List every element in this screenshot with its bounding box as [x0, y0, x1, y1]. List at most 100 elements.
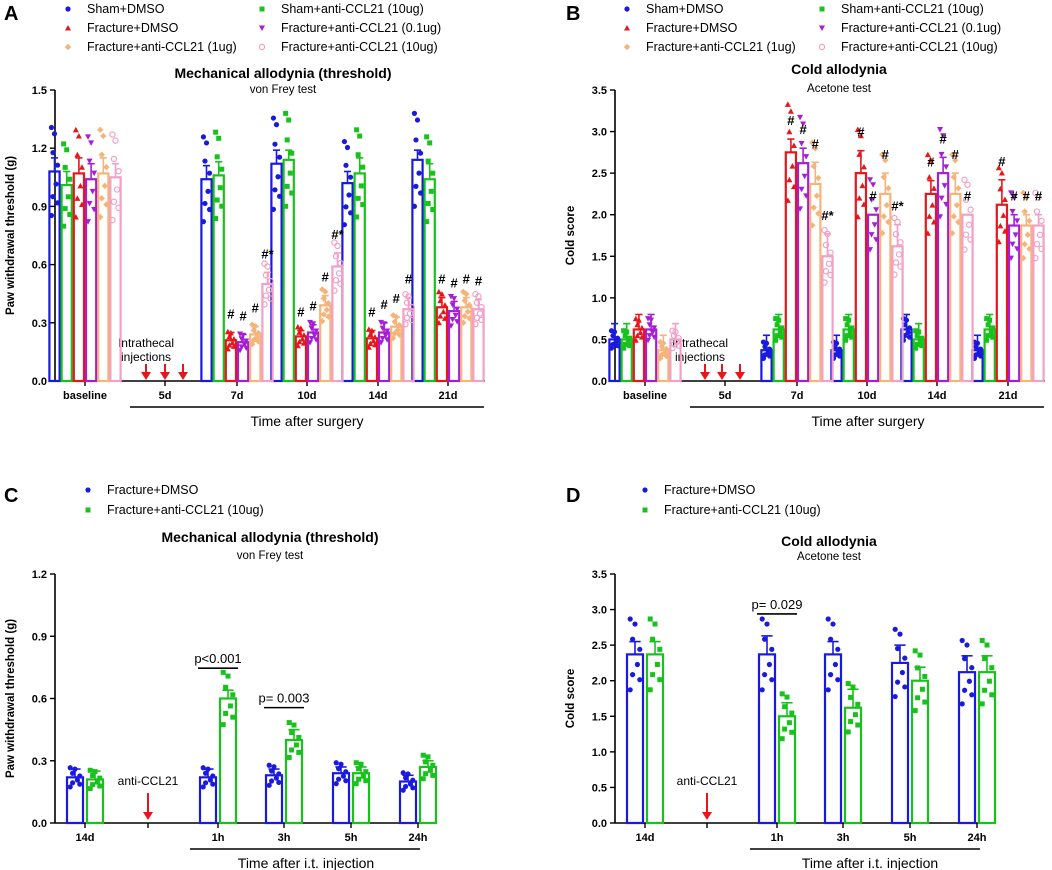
- data-point: [243, 338, 250, 345]
- data-point: [833, 340, 840, 346]
- data-point: [845, 729, 851, 735]
- data-point: [868, 232, 875, 238]
- data-point: [856, 195, 863, 201]
- data-point: [825, 687, 831, 693]
- data-point: [379, 325, 386, 332]
- data-point: [880, 213, 887, 220]
- data-point: [647, 687, 653, 693]
- panel-label: D: [566, 485, 580, 507]
- legend-marker: [259, 25, 265, 31]
- data-point: [205, 188, 211, 194]
- data-point: [784, 197, 791, 203]
- data-point: [825, 616, 831, 622]
- data-point: [964, 642, 970, 648]
- data-point: [892, 259, 900, 266]
- pvalue-label: p<0.001: [194, 651, 241, 666]
- data-point: [844, 333, 850, 339]
- data-point: [938, 195, 945, 202]
- data-point: [797, 114, 804, 121]
- data-point: [1001, 196, 1008, 202]
- data-point: [202, 158, 208, 164]
- data-point: [227, 703, 233, 709]
- y-tick-label: 2.5: [592, 640, 607, 652]
- data-point: [784, 694, 790, 700]
- x-tick-label: 14d: [369, 390, 388, 402]
- data-point: [420, 752, 426, 758]
- data-point: [950, 173, 957, 181]
- data-point: [827, 271, 834, 279]
- x-tick-label: 24h: [409, 832, 428, 844]
- data-point: [289, 747, 295, 753]
- significance-mark: #: [322, 270, 330, 285]
- data-point: [403, 314, 411, 322]
- data-point: [1008, 255, 1015, 262]
- data-point: [276, 779, 282, 786]
- legend-entry: Sham+DMSO: [646, 2, 724, 16]
- data-point: [986, 678, 992, 684]
- data-point: [353, 781, 359, 787]
- data-point: [61, 141, 67, 147]
- data-point: [87, 786, 93, 792]
- data-point: [982, 687, 988, 693]
- data-point: [924, 230, 931, 236]
- panel-A: A Sham+DMSO Fracture+DMSO Fracture+anti-CCL…: [4, 2, 485, 429]
- data-point: [425, 754, 431, 760]
- data-point: [779, 736, 785, 742]
- x-tick-label: 1h: [771, 832, 784, 844]
- data-point: [632, 315, 639, 322]
- data-point: [856, 151, 863, 157]
- data-point: [296, 338, 303, 345]
- data-point: [417, 190, 424, 196]
- data-point: [786, 128, 793, 135]
- data-point: [622, 341, 628, 347]
- injection-arrow-head: [141, 372, 151, 380]
- data-point: [109, 131, 116, 138]
- data-point: [355, 195, 361, 201]
- data-point: [435, 288, 442, 295]
- bar: [961, 213, 974, 383]
- data-point: [985, 333, 991, 339]
- significance-mark: #: [787, 113, 795, 128]
- data-point: [400, 787, 406, 793]
- data-point: [777, 330, 783, 336]
- panel-label: B: [566, 3, 580, 25]
- y-tick-label: 2.5: [592, 168, 607, 180]
- data-point: [779, 334, 785, 340]
- data-point: [411, 110, 418, 116]
- data-point: [266, 762, 272, 768]
- data-point: [827, 249, 834, 256]
- data-point: [868, 197, 875, 203]
- data-point: [927, 157, 934, 163]
- legend-entry: Sham+anti-CCL21 (10ug): [841, 2, 984, 16]
- data-point: [210, 781, 216, 787]
- data-point: [230, 343, 237, 349]
- data-point: [346, 192, 352, 198]
- significance-mark: #: [380, 297, 388, 312]
- significance-mark: #: [964, 189, 972, 204]
- data-point: [937, 126, 944, 133]
- y-tick-label: 0.5: [592, 782, 607, 794]
- data-point: [286, 117, 292, 123]
- data-point: [300, 340, 307, 346]
- y-tick-label: 1.0: [592, 747, 607, 759]
- data-point: [86, 200, 93, 207]
- data-point: [354, 127, 360, 133]
- data-point: [86, 158, 93, 165]
- data-point: [638, 334, 645, 340]
- data-point: [974, 340, 981, 346]
- data-point: [336, 766, 342, 772]
- data-point: [381, 321, 388, 327]
- data-point: [85, 219, 92, 225]
- data-point: [440, 308, 447, 315]
- data-point: [454, 306, 461, 313]
- data-point: [391, 318, 398, 325]
- data-point: [448, 293, 455, 300]
- data-point: [846, 317, 852, 323]
- data-point: [979, 701, 985, 707]
- data-point: [610, 341, 616, 348]
- legend-marker: [64, 43, 72, 51]
- data-point: [832, 661, 839, 668]
- data-point: [267, 277, 274, 285]
- data-point: [293, 742, 299, 748]
- x-tick-label: 14d: [76, 832, 95, 844]
